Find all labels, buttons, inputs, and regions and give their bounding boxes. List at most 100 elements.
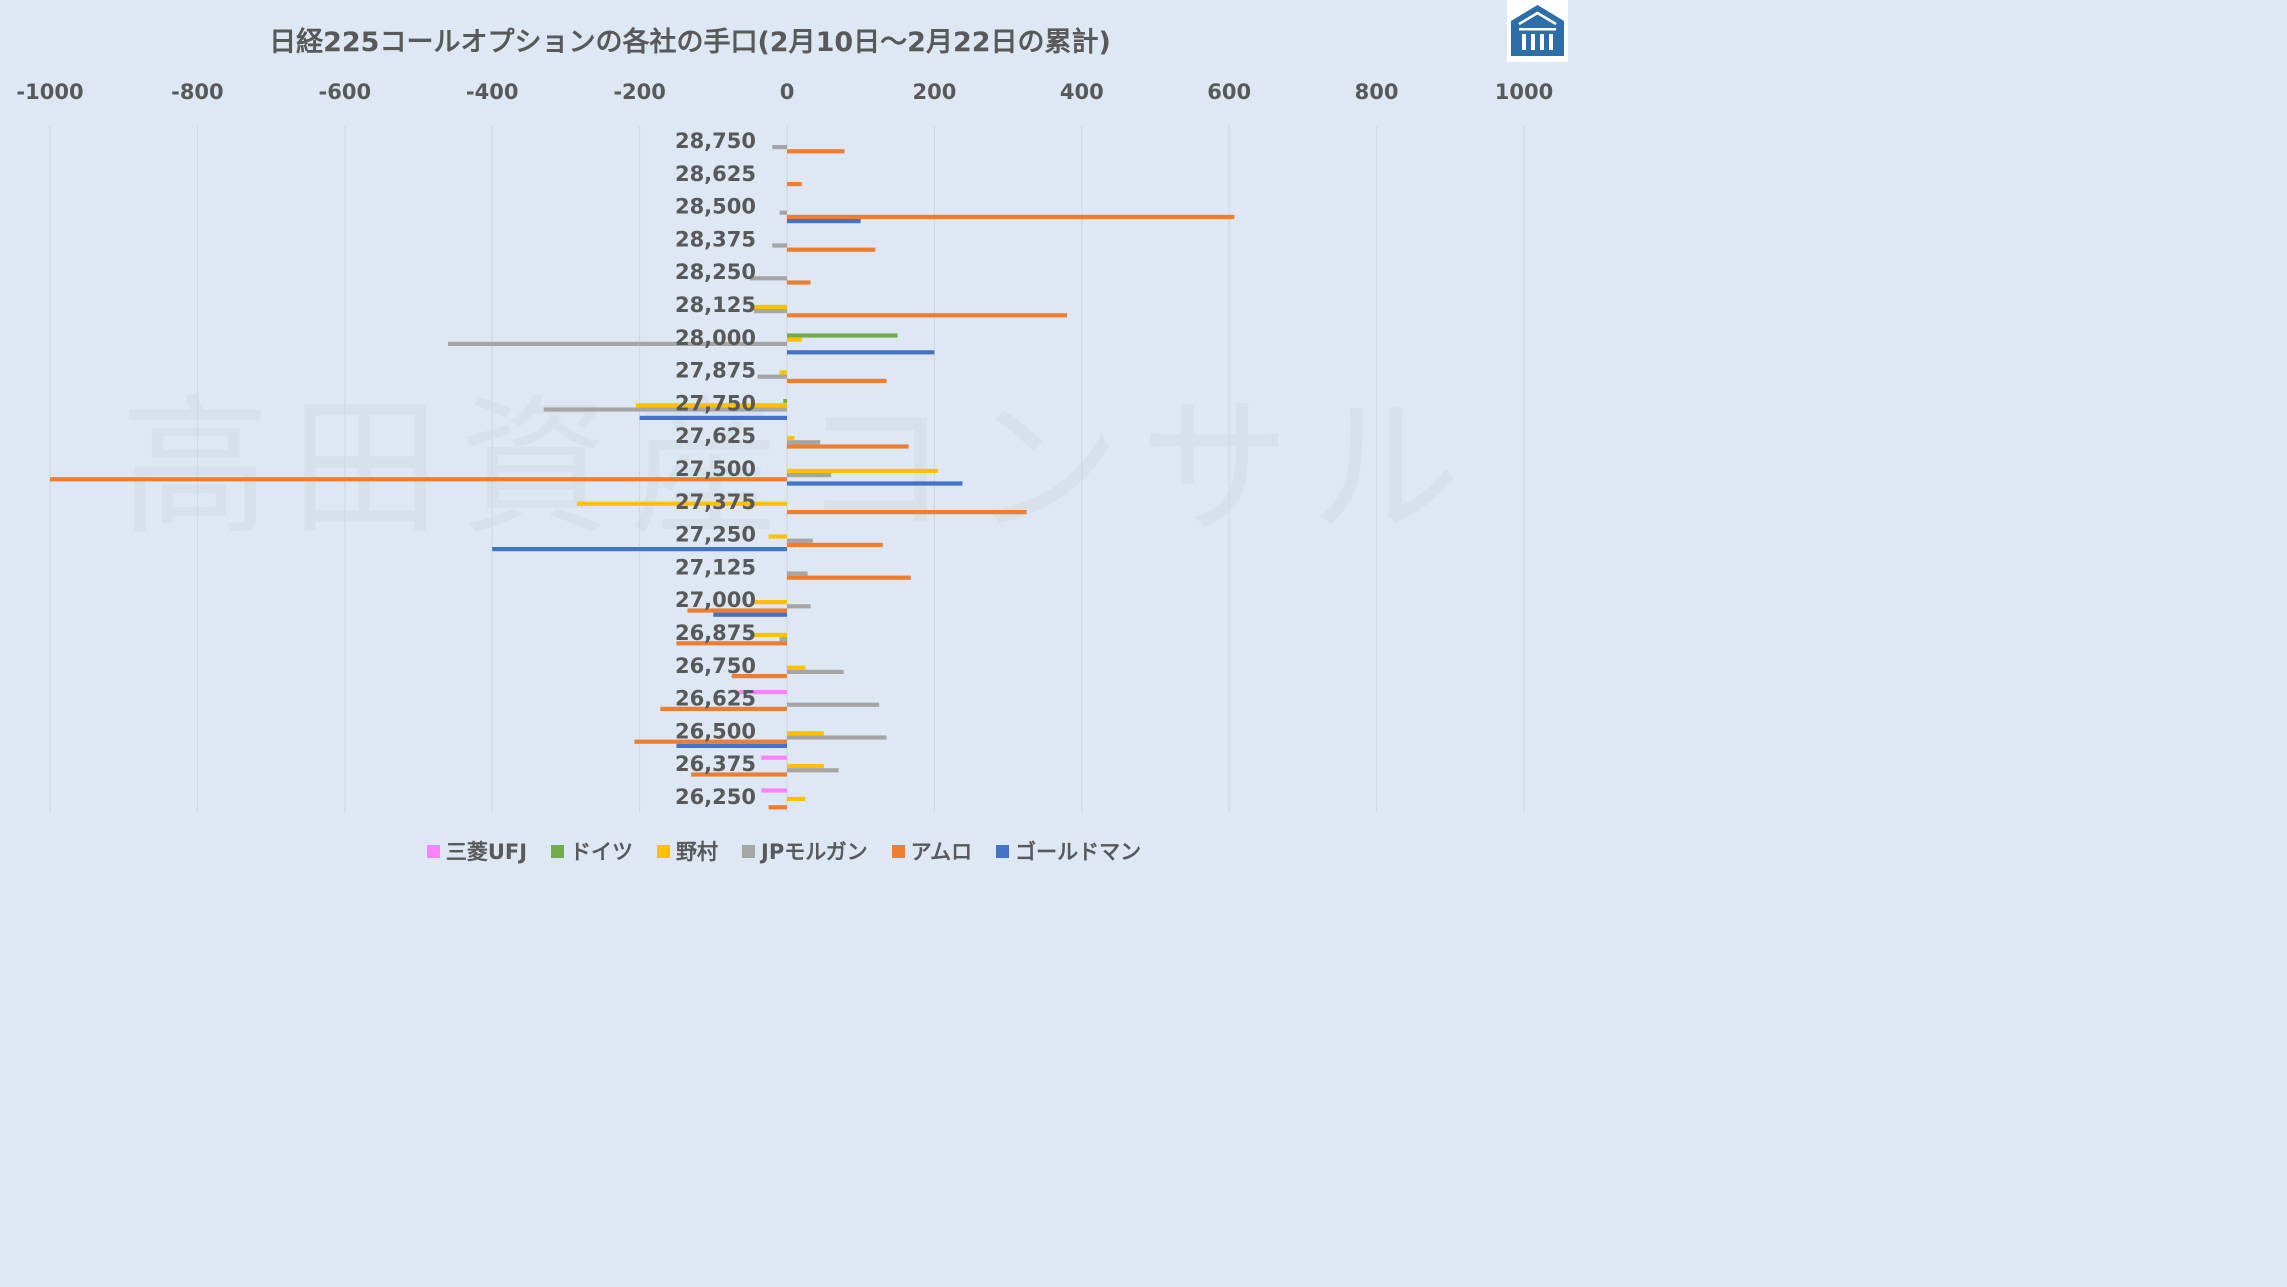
x-tick-label: -1000 bbox=[16, 80, 83, 104]
bar bbox=[787, 378, 887, 383]
bar bbox=[787, 575, 911, 580]
bar bbox=[787, 604, 811, 609]
y-category-label: 28,625 bbox=[675, 162, 756, 186]
bar bbox=[787, 571, 808, 576]
x-tick-label: -200 bbox=[613, 80, 666, 104]
bar bbox=[787, 182, 802, 187]
bar bbox=[739, 690, 787, 695]
y-category-label: 26,250 bbox=[675, 785, 756, 809]
legend-label: 野村 bbox=[676, 840, 719, 864]
bar bbox=[660, 706, 787, 711]
bar bbox=[779, 370, 787, 375]
bar bbox=[787, 214, 1235, 219]
bar bbox=[787, 468, 939, 473]
bar bbox=[787, 481, 963, 486]
x-tick-label: 400 bbox=[1060, 80, 1104, 104]
bar bbox=[787, 702, 880, 707]
y-category-label: 27,750 bbox=[675, 391, 756, 415]
bar bbox=[447, 341, 787, 346]
legend-swatch bbox=[657, 844, 671, 858]
bar bbox=[779, 637, 787, 642]
y-category-label: 27,875 bbox=[675, 359, 756, 383]
bar bbox=[757, 374, 787, 379]
legend-label: ゴールドマン bbox=[1015, 840, 1142, 864]
bar bbox=[772, 243, 787, 248]
legend-label: 三菱UFJ bbox=[445, 840, 528, 864]
legend-item: ゴールドマン bbox=[996, 836, 1141, 866]
bar bbox=[676, 743, 787, 748]
y-category-label: 26,750 bbox=[675, 654, 756, 678]
bar bbox=[713, 612, 787, 617]
bar bbox=[768, 534, 787, 539]
y-category-label: 28,250 bbox=[675, 260, 756, 284]
y-category-label: 26,875 bbox=[675, 621, 756, 645]
bar bbox=[492, 547, 787, 552]
bar bbox=[50, 477, 787, 482]
bar bbox=[787, 768, 839, 773]
bar bbox=[787, 350, 935, 355]
bar bbox=[787, 444, 909, 449]
x-tick-label: 600 bbox=[1207, 80, 1251, 104]
bar bbox=[787, 440, 821, 445]
x-tick-label: 800 bbox=[1355, 80, 1399, 104]
bar bbox=[761, 788, 787, 793]
bar bbox=[787, 764, 824, 769]
chart-title: 日経225コールオプションの各社の手口(2月10日～2月22日の累計) bbox=[269, 27, 1111, 58]
x-tick-label: 200 bbox=[912, 80, 956, 104]
y-category-label: 27,125 bbox=[675, 555, 756, 579]
bar bbox=[753, 309, 787, 314]
bar bbox=[787, 665, 806, 670]
bar bbox=[639, 415, 787, 420]
legend-label: アムロ bbox=[910, 840, 973, 864]
bar bbox=[787, 542, 883, 547]
legend-item: 三菱UFJ bbox=[426, 836, 528, 866]
bar bbox=[787, 796, 806, 801]
bar bbox=[676, 641, 787, 646]
legend-swatch bbox=[426, 844, 440, 858]
bar bbox=[787, 735, 887, 740]
bar bbox=[543, 407, 787, 412]
bar bbox=[634, 739, 787, 744]
legend-item: ドイツ bbox=[551, 836, 633, 866]
bar bbox=[750, 276, 787, 281]
bar bbox=[787, 149, 845, 154]
bar bbox=[691, 772, 787, 777]
company-logo bbox=[1507, 0, 1568, 62]
x-tick-label: 1000 bbox=[1495, 80, 1553, 104]
y-category-label: 26,625 bbox=[675, 687, 756, 711]
y-category-label: 28,500 bbox=[675, 195, 756, 219]
bar bbox=[768, 805, 787, 810]
legend-swatch bbox=[551, 844, 565, 858]
bar bbox=[787, 247, 876, 252]
y-category-label: 27,500 bbox=[675, 457, 756, 481]
bar bbox=[787, 313, 1068, 318]
legend-label: ドイツ bbox=[570, 840, 634, 864]
y-category-label: 28,750 bbox=[675, 129, 756, 153]
bar bbox=[576, 501, 787, 506]
y-category-label: 26,375 bbox=[675, 752, 756, 776]
y-category-label: 28,375 bbox=[675, 227, 756, 251]
bar bbox=[772, 145, 787, 150]
y-category-label: 27,625 bbox=[675, 424, 756, 448]
bar bbox=[787, 333, 898, 338]
legend-swatch bbox=[996, 844, 1010, 858]
bar bbox=[753, 304, 787, 309]
y-category-label: 28,000 bbox=[675, 326, 756, 350]
bar bbox=[731, 674, 787, 679]
bar bbox=[787, 337, 802, 342]
bar bbox=[753, 600, 787, 605]
bar bbox=[787, 669, 844, 674]
y-category-label: 26,500 bbox=[675, 719, 756, 743]
bar bbox=[635, 403, 787, 408]
bar bbox=[787, 538, 813, 543]
y-category-label: 28,125 bbox=[675, 293, 756, 317]
legend-item: 野村 bbox=[657, 836, 718, 866]
legend-swatch bbox=[891, 844, 905, 858]
bar bbox=[787, 436, 795, 441]
bar bbox=[687, 608, 787, 613]
building-crest-icon bbox=[1511, 5, 1564, 56]
bar bbox=[779, 210, 787, 215]
bar bbox=[787, 219, 861, 224]
x-tick-label: -800 bbox=[171, 80, 224, 104]
bar bbox=[761, 755, 787, 760]
